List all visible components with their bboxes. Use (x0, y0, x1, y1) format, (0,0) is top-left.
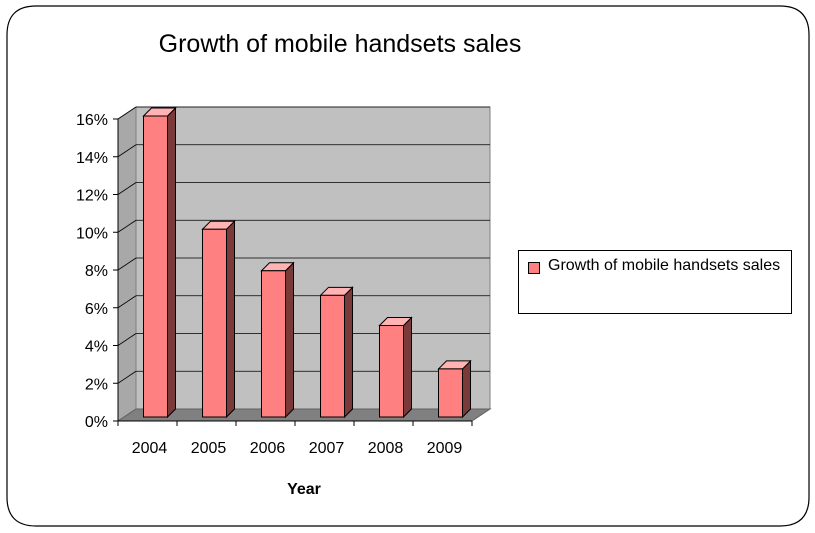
bar-front (438, 368, 463, 418)
y-tick-labels: 0% 2% 4% 6% 8% 10% 12% 14% 16% (76, 112, 108, 431)
bar-front (320, 294, 345, 418)
bar (201, 220, 236, 419)
y-tick-label: 10% (76, 225, 108, 242)
x-tick-labels: 2004 2005 2006 2007 2008 2009 (132, 440, 463, 457)
bars (142, 106, 472, 419)
bar-front (261, 270, 286, 418)
x-tick-label: 2004 (132, 440, 168, 457)
gridline-side (117, 106, 137, 120)
bar-side (285, 261, 294, 419)
legend-label: Growth of mobile handsets sales (548, 257, 781, 274)
x-tick-label: 2009 (427, 440, 463, 457)
axes (113, 118, 473, 426)
gridline-side (117, 295, 137, 309)
y-tick-label: 0% (85, 414, 108, 431)
legend: Growth of mobile handsets sales (518, 250, 792, 314)
bar-side (167, 106, 176, 419)
bar (260, 261, 295, 419)
bar (142, 106, 177, 419)
gridline-side (117, 219, 137, 233)
bar-front (143, 115, 168, 418)
bar (437, 359, 472, 419)
gridline-side (117, 257, 137, 271)
y-tick-label: 14% (76, 150, 108, 167)
bar-side (344, 286, 353, 419)
x-tick-label: 2006 (250, 440, 286, 457)
gridline-side (117, 144, 137, 158)
y-tick-label: 16% (76, 112, 108, 129)
bar-side (403, 316, 412, 419)
x-tick-label: 2005 (191, 440, 227, 457)
bar-side (462, 359, 471, 419)
bar (319, 286, 354, 419)
bar (378, 316, 413, 419)
x-axis-title: Year (287, 481, 321, 498)
bar-front (379, 325, 404, 418)
gridlines (117, 106, 490, 384)
chart-title: Growth of mobile handsets sales (158, 30, 522, 58)
x-tick-label: 2008 (368, 440, 404, 457)
gridline-side (117, 333, 137, 346)
y-tick-label: 2% (85, 376, 108, 393)
gridline-side (117, 182, 137, 195)
y-tick-label: 6% (85, 301, 108, 318)
x-tick-label: 2007 (309, 440, 345, 457)
legend-swatch (528, 262, 540, 274)
y-tick-label: 4% (85, 339, 108, 356)
bar-side (226, 220, 235, 419)
bar-front (202, 228, 227, 418)
y-tick-label: 12% (76, 188, 108, 205)
gridline-side (117, 370, 137, 384)
y-tick-label: 8% (85, 263, 108, 280)
